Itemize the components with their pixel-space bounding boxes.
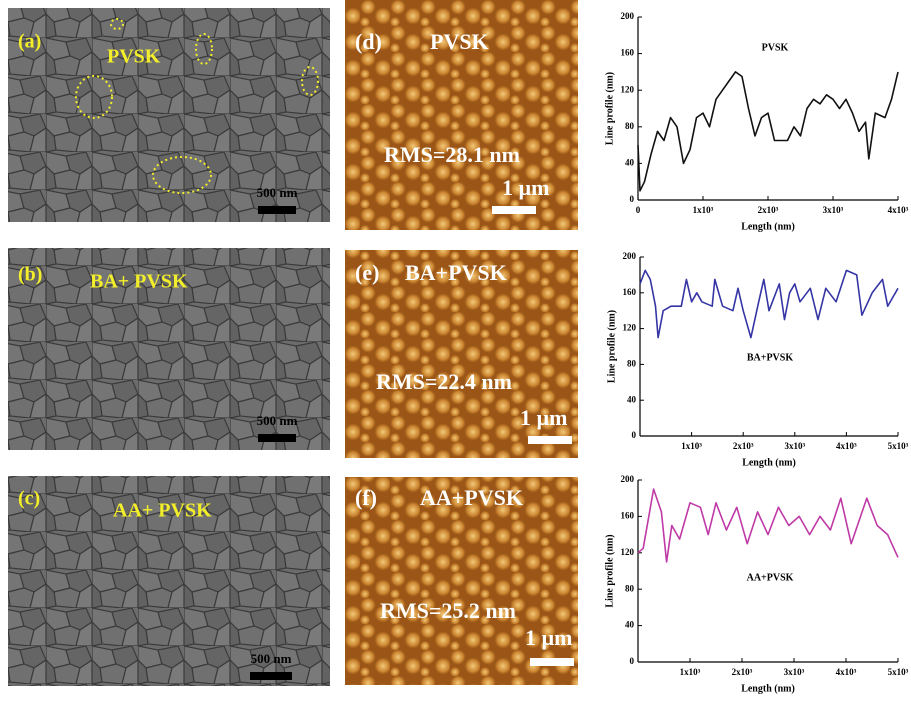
scale-label: 1 µm: [502, 175, 550, 200]
x-tick-label: 1x10³: [693, 205, 714, 215]
line-chart: 0 40 80 120 160 200 0 1x10³ 2x10³ 3x10³ 4x10³ Lengt…: [604, 11, 908, 232]
rms-label: RMS=22.4 nm: [376, 369, 512, 394]
figure: (a) PVSK 500 nm (b) BA+ PVSK 500 nm (c) …: [0, 0, 911, 702]
profile-line: [640, 270, 898, 337]
x-tick-label: 2x10³: [758, 205, 779, 215]
afm-panel: (f) AA+PVSK RMS=25.2 nm 1 µm: [345, 477, 578, 685]
x-tick-label: 3x10³: [784, 667, 805, 677]
panel-title: BA+PVSK: [405, 260, 507, 285]
y-tick-label: 120: [621, 84, 635, 94]
x-tick-label: 1x10³: [680, 667, 701, 677]
y-tick-label: 40: [625, 157, 635, 167]
y-tick-label: 40: [627, 394, 637, 404]
y-tick-label: 0: [632, 430, 637, 440]
x-tick-label: 3x10³: [823, 205, 844, 215]
panel-label: (c): [18, 488, 40, 510]
scale-bar: [528, 436, 572, 444]
y-tick-label: 0: [630, 194, 635, 204]
panel-title: BA+ PVSK: [90, 271, 188, 293]
rms-label: RMS=28.1 nm: [384, 142, 520, 167]
y-axis-label: Line profile (nm): [606, 310, 617, 383]
scale-label: 1 µm: [525, 625, 573, 650]
sem-panel: (b) BA+ PVSK 500 nm: [8, 248, 330, 450]
x-axis-label: Length (nm): [741, 683, 795, 694]
x-tick-label: 2x10³: [732, 667, 753, 677]
annotation: BA+PVSK: [747, 352, 793, 363]
line-chart: 0 40 80 120 160 200 1x10³ 2x10³ 3x10³ 4x10³ 5x10³ L…: [606, 251, 908, 468]
x-tick-label: 2x10³: [733, 441, 754, 451]
y-tick-label: 120: [621, 547, 635, 557]
profile-line: [638, 489, 898, 562]
scale-bar: [250, 672, 292, 680]
x-tick-label: 4x10³: [836, 441, 857, 451]
y-axis-label: Line profile (nm): [604, 72, 615, 145]
x-axis-label: Length (nm): [741, 221, 795, 232]
panel-title: PVSK: [430, 29, 489, 54]
x-tick-label: 3x10³: [784, 441, 805, 451]
scale-bar: [492, 206, 536, 214]
x-tick-label: 1x10³: [681, 441, 702, 451]
x-tick-label: 5x10³: [888, 441, 909, 451]
y-tick-label: 80: [625, 121, 635, 131]
panel-label: (e): [355, 260, 379, 285]
scale-label: 500 nm: [257, 185, 298, 200]
sem-panel: (c) AA+ PVSK 500 nm: [8, 476, 330, 686]
afm-panel: (e) BA+PVSK RMS=22.4 nm 1 µm: [345, 250, 578, 458]
rms-label: RMS=25.2 nm: [380, 598, 516, 623]
y-tick-label: 160: [621, 48, 635, 58]
y-tick-label: 200: [621, 11, 635, 21]
afm-panel: (d) PVSK RMS=28.1 nm 1 µm: [345, 0, 578, 230]
x-tick-label: 4x10³: [888, 205, 909, 215]
scale-bar: [258, 206, 296, 214]
panel-label: (f): [355, 485, 377, 510]
y-tick-label: 160: [621, 510, 635, 520]
annotation: AA+PVSK: [747, 572, 794, 583]
line-chart: 0 40 80 120 160 200 1x10³ 2x10³ 3x10³ 4x10³ 5x10³ L…: [604, 474, 908, 694]
panel-label: (a): [18, 31, 41, 53]
y-tick-label: 40: [625, 620, 635, 630]
panel-label: (d): [355, 29, 382, 54]
scale-bar: [530, 658, 574, 666]
sem-panel: (a) PVSK 500 nm: [8, 8, 330, 222]
y-axis-label: Line profile (nm): [604, 534, 615, 607]
y-tick-label: 80: [625, 583, 635, 593]
panel-title: AA+ PVSK: [113, 500, 212, 522]
y-tick-label: 200: [621, 474, 635, 484]
y-tick-label: 160: [623, 287, 637, 297]
annotation: PVSK: [762, 42, 789, 53]
scale-bar: [258, 434, 296, 442]
y-tick-label: 0: [630, 656, 635, 666]
y-tick-label: 120: [623, 323, 637, 333]
x-tick-label: 5x10³: [888, 667, 909, 677]
panel-label: (b): [18, 264, 42, 286]
scale-label: 500 nm: [257, 413, 298, 428]
x-tick-label: 0: [636, 205, 641, 215]
scale-label: 500 nm: [251, 651, 292, 666]
scale-label: 1 µm: [520, 405, 568, 430]
panel-title: PVSK: [107, 46, 161, 68]
x-tick-label: 4x10³: [836, 667, 857, 677]
panel-title: AA+PVSK: [420, 485, 523, 510]
profile-line: [638, 72, 898, 191]
y-tick-label: 200: [623, 251, 637, 261]
y-tick-label: 80: [627, 358, 637, 368]
x-axis-label: Length (nm): [742, 457, 796, 468]
